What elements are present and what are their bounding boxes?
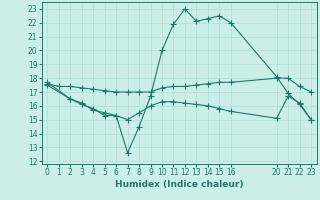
X-axis label: Humidex (Indice chaleur): Humidex (Indice chaleur) <box>115 180 244 189</box>
